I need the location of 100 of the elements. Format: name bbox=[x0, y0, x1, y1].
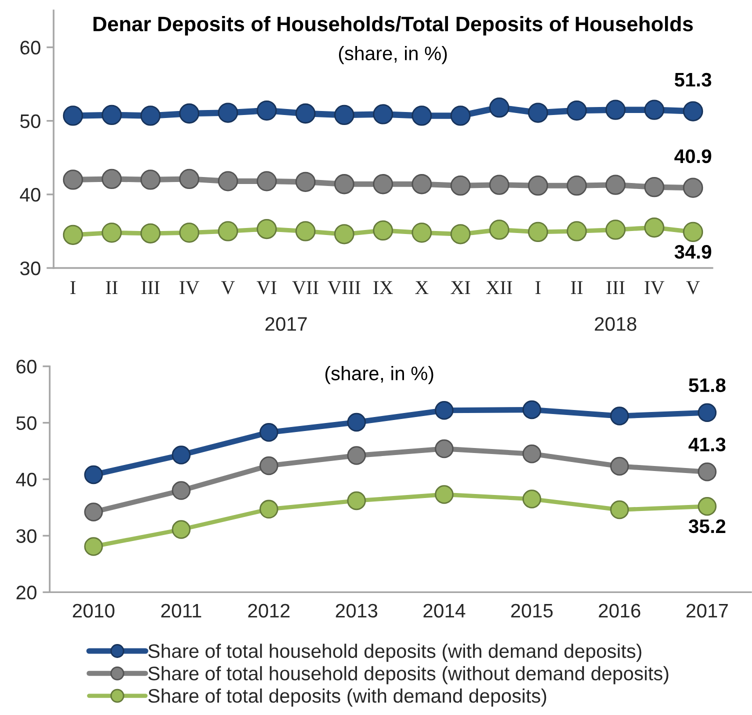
point bbox=[489, 220, 510, 240]
legend-label: Share of total household deposits (without demand deposits) bbox=[148, 666, 668, 684]
chart-title: Denar Deposits of Households/Total Deposits of Households bbox=[94, 16, 693, 36]
point bbox=[522, 444, 542, 464]
point bbox=[698, 496, 717, 516]
point bbox=[434, 400, 454, 420]
point bbox=[84, 537, 103, 556]
point bbox=[295, 221, 316, 242]
point bbox=[412, 222, 432, 243]
y-tick-label: 40 bbox=[16, 472, 36, 486]
point bbox=[172, 520, 191, 539]
x-tick-label: 2016 bbox=[598, 604, 640, 618]
point bbox=[179, 168, 200, 190]
x-tick-label: III bbox=[141, 281, 160, 294]
point bbox=[434, 439, 454, 458]
point bbox=[450, 176, 471, 196]
point bbox=[682, 222, 704, 242]
data-label: 51.3 bbox=[674, 72, 712, 87]
point bbox=[172, 446, 191, 464]
point bbox=[62, 170, 84, 190]
point bbox=[528, 222, 548, 242]
point bbox=[102, 222, 122, 243]
x-tick-label: IX bbox=[373, 281, 393, 294]
point bbox=[259, 456, 278, 476]
legend-label: Share of total household deposits (with demand deposits) bbox=[148, 644, 642, 662]
y-tick-label: 30 bbox=[16, 529, 36, 543]
data-label: 35.2 bbox=[688, 519, 726, 534]
point bbox=[566, 100, 587, 121]
legend-label: Share of total deposits (with demand deposits) bbox=[148, 688, 546, 707]
y-tick-label: 60 bbox=[16, 360, 36, 374]
text: 2017 bbox=[265, 317, 307, 331]
x-tick-label: III bbox=[606, 281, 625, 294]
point bbox=[698, 403, 717, 422]
point bbox=[256, 218, 277, 240]
point bbox=[372, 220, 394, 241]
point bbox=[412, 106, 432, 126]
x-tick-label: 2017 bbox=[686, 604, 728, 618]
x-tick-label: VI bbox=[256, 281, 276, 294]
x-tick-label: 2015 bbox=[511, 604, 553, 618]
x-tick-label: V bbox=[686, 281, 700, 294]
point bbox=[84, 465, 103, 484]
point bbox=[528, 176, 548, 196]
x-tick-label: X bbox=[415, 281, 428, 294]
point bbox=[334, 224, 354, 244]
point bbox=[102, 104, 122, 126]
point bbox=[295, 172, 316, 192]
x-tick-label: IV bbox=[180, 281, 200, 294]
point bbox=[218, 102, 238, 123]
point bbox=[682, 101, 704, 122]
y-tick-label: 30 bbox=[20, 261, 40, 276]
x-tick-label: 2011 bbox=[161, 604, 202, 618]
y-tick-label: 50 bbox=[20, 114, 40, 128]
point bbox=[62, 106, 84, 126]
point bbox=[218, 171, 238, 192]
point bbox=[605, 174, 626, 195]
point bbox=[566, 221, 587, 242]
data-label: 41.3 bbox=[688, 438, 726, 452]
x-tick-label: 2013 bbox=[336, 604, 378, 618]
point bbox=[566, 176, 587, 196]
x-tick-label: XII bbox=[486, 281, 512, 294]
point bbox=[605, 100, 626, 120]
point bbox=[372, 174, 394, 194]
y-tick-label: 50 bbox=[16, 416, 36, 430]
point bbox=[334, 174, 354, 194]
point bbox=[256, 171, 277, 192]
point bbox=[140, 223, 161, 244]
x-tick-label: XI bbox=[450, 281, 470, 294]
x-tick-label: I bbox=[535, 281, 541, 294]
chart-subtitle: (share, in %) bbox=[325, 366, 434, 384]
point bbox=[610, 500, 629, 520]
y-tick-label: 20 bbox=[16, 586, 36, 600]
point bbox=[605, 220, 626, 240]
point bbox=[450, 106, 471, 126]
point bbox=[62, 224, 84, 245]
point bbox=[644, 177, 664, 198]
data-label: 34.9 bbox=[674, 244, 712, 259]
x-tick-label: II bbox=[570, 281, 583, 294]
point bbox=[259, 500, 278, 519]
point bbox=[489, 174, 510, 195]
point bbox=[522, 490, 542, 508]
x-tick-label: V bbox=[221, 281, 235, 294]
point bbox=[682, 178, 704, 198]
point bbox=[644, 100, 664, 120]
text: 2018 bbox=[594, 317, 636, 331]
point bbox=[698, 462, 717, 482]
point bbox=[179, 222, 200, 243]
x-tick-label: II bbox=[106, 281, 118, 294]
point bbox=[295, 103, 316, 124]
data-label: 40.9 bbox=[674, 149, 712, 164]
point bbox=[347, 446, 366, 465]
text: (share, in %) bbox=[338, 46, 447, 64]
point bbox=[412, 174, 432, 194]
point bbox=[140, 170, 161, 190]
point bbox=[259, 423, 278, 442]
x-tick-label: 2010 bbox=[72, 604, 114, 618]
point bbox=[489, 98, 510, 118]
point bbox=[347, 491, 366, 510]
data-label: 51.8 bbox=[688, 378, 726, 392]
x-tick-label: VIII bbox=[328, 281, 360, 294]
x-tick-label: 2014 bbox=[424, 604, 466, 618]
